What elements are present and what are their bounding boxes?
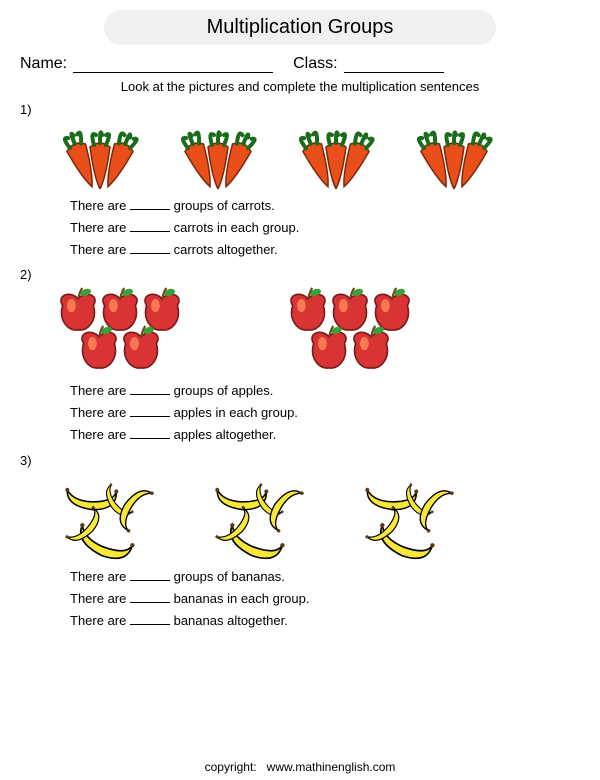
bananas-group-icon — [350, 470, 470, 560]
class-input-line[interactable] — [344, 57, 444, 73]
footer: copyright: www.mathinenglish.com — [0, 760, 600, 774]
carrots-group-icon — [168, 119, 268, 189]
carrots-groups — [50, 119, 580, 189]
problem-number: 1) — [20, 102, 580, 117]
sentences: There are groups of carrots.There are ca… — [70, 195, 580, 261]
sentence-suffix: groups of apples. — [170, 383, 273, 398]
problem-1: 1) — [20, 102, 580, 261]
sentence-prefix: There are — [70, 427, 130, 442]
carrots-group-icon — [50, 119, 150, 189]
carrots-group-icon — [286, 119, 386, 189]
worksheet-title: Multiplication Groups — [104, 10, 496, 45]
apples-group-icon — [50, 284, 190, 374]
sentences: There are groups of bananas.There are ba… — [70, 566, 580, 632]
sentence-suffix: carrots altogether. — [170, 242, 278, 257]
copyright-url: www.mathinenglish.com — [267, 760, 396, 774]
sentence: There are groups of apples. — [70, 380, 580, 402]
sentence: There are carrots altogether. — [70, 239, 580, 261]
sentence-prefix: There are — [70, 591, 130, 606]
sentence-prefix: There are — [70, 242, 130, 257]
bananas-group-icon — [50, 470, 170, 560]
sentence-prefix: There are — [70, 198, 130, 213]
sentence: There are groups of bananas. — [70, 566, 580, 588]
name-input-line[interactable] — [73, 57, 273, 73]
answer-blank[interactable] — [130, 426, 170, 439]
instructions: Look at the pictures and complete the mu… — [20, 79, 580, 94]
answer-blank[interactable] — [130, 241, 170, 254]
apples-group-icon — [280, 284, 420, 374]
sentence: There are apples altogether. — [70, 424, 580, 446]
answer-blank[interactable] — [130, 590, 170, 603]
sentence: There are apples in each group. — [70, 402, 580, 424]
answer-blank[interactable] — [130, 382, 170, 395]
sentence-prefix: There are — [70, 405, 130, 420]
answer-blank[interactable] — [130, 612, 170, 625]
answer-blank[interactable] — [130, 197, 170, 210]
sentence: There are bananas in each group. — [70, 588, 580, 610]
sentence-suffix: groups of bananas. — [170, 569, 285, 584]
answer-blank[interactable] — [130, 568, 170, 581]
sentence-prefix: There are — [70, 569, 130, 584]
sentence: There are bananas altogether. — [70, 610, 580, 632]
problem-2: 2) — [20, 267, 580, 446]
carrots-group-icon — [404, 119, 504, 189]
sentence: There are carrots in each group. — [70, 217, 580, 239]
class-label: Class: — [293, 55, 337, 73]
sentence-suffix: bananas altogether. — [170, 613, 288, 628]
bananas-groups — [50, 470, 580, 560]
sentence-suffix: carrots in each group. — [170, 220, 299, 235]
apples-groups — [50, 284, 580, 374]
answer-blank[interactable] — [130, 404, 170, 417]
bananas-group-icon — [200, 470, 320, 560]
sentence-suffix: groups of carrots. — [170, 198, 275, 213]
name-class-row: Name: Class: — [20, 55, 580, 73]
problem-number: 2) — [20, 267, 580, 282]
copyright-label: copyright: — [205, 760, 257, 774]
problem-3: 3) — [20, 453, 580, 632]
sentence: There are groups of carrots. — [70, 195, 580, 217]
answer-blank[interactable] — [130, 219, 170, 232]
problem-number: 3) — [20, 453, 580, 468]
sentences: There are groups of apples.There are app… — [70, 380, 580, 446]
sentence-prefix: There are — [70, 613, 130, 628]
sentence-suffix: bananas in each group. — [170, 591, 310, 606]
sentence-prefix: There are — [70, 383, 130, 398]
name-label: Name: — [20, 55, 67, 73]
sentence-prefix: There are — [70, 220, 130, 235]
sentence-suffix: apples altogether. — [170, 427, 276, 442]
sentence-suffix: apples in each group. — [170, 405, 298, 420]
